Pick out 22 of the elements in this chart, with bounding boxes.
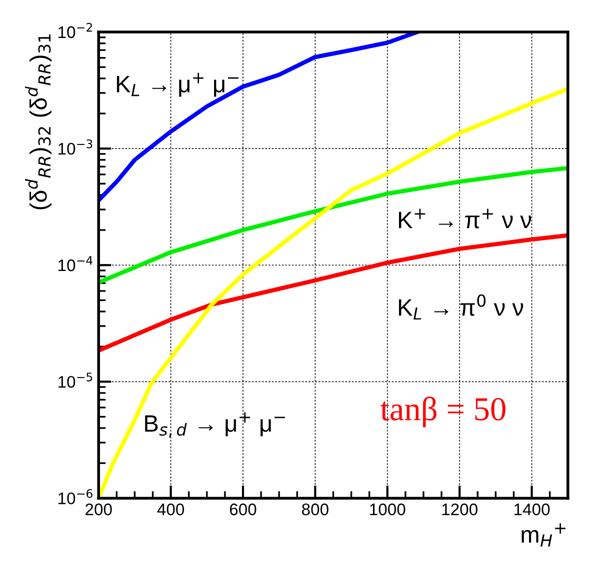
annotation: K$_{L}$ → π$^{0}$ ν ν [398, 294, 524, 320]
text: (δ$^{d}$$_{RR}$)$_{32}$ (δ$^{d}$$_{RR}$)$_{31}$ [25, 34, 52, 210]
y-tick-label: 10$^{−2}$ [58, 22, 92, 38]
annotation: K$^{+}$ → π$^{+}$ ν ν [398, 208, 532, 228]
y-tick-label: 10$^{−5}$ [58, 372, 92, 388]
x-axis-title: m$_{H}$$^{+}$ [522, 523, 566, 547]
x-tick-label: 1400 [514, 504, 550, 516]
line-series [98, 32, 420, 202]
annotation: tanβ = 50 [380, 396, 506, 428]
y-tick-label: 10$^{−3}$ [58, 139, 92, 155]
line-series [98, 233, 568, 353]
x-tick-label: 1200 [442, 504, 478, 516]
x-tick-label: 600 [230, 504, 256, 516]
line-series [98, 166, 568, 285]
x-tick-label: 200 [86, 504, 112, 516]
annotation: B$_{s,d}$ → μ$^{+}$ μ$^{−}$ [145, 412, 285, 438]
x-tick-label: 1000 [370, 504, 406, 516]
x-tick-label: 800 [302, 504, 328, 516]
annotation: K$_{L}$ → μ$^{+}$ μ$^{−}$ [116, 72, 238, 97]
x-tick-label: 400 [157, 504, 184, 516]
y-tick-label: 10$^{−6}$ [58, 489, 92, 504]
y-tick-label: 10$^{−4}$ [58, 256, 92, 272]
